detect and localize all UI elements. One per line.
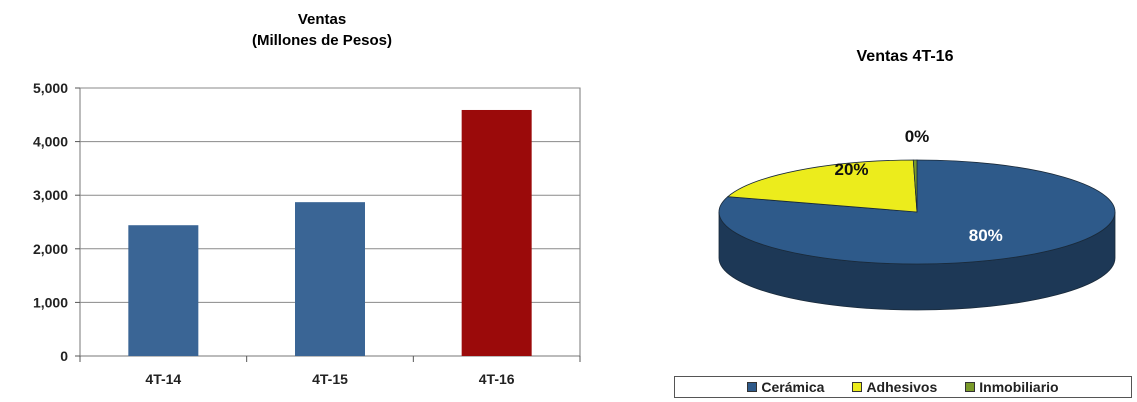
pie-chart-title: Ventas 4T-16	[857, 48, 954, 65]
pie-chart: Ventas 4T-16 80% 20% 0%	[718, 48, 1116, 311]
legend-item-adhesivos: Adhesivos	[852, 379, 937, 395]
bar-4t-15	[295, 202, 365, 356]
pie-slice-inmobiliario	[912, 159, 918, 213]
y-tick-label: 1,000	[33, 294, 68, 310]
legend-label-adhesivos: Adhesivos	[866, 379, 938, 395]
x-tick-label: 4T-15	[312, 371, 348, 387]
pie-slice-cerámica	[718, 159, 1116, 265]
pie-label-inmobiliario: 0%	[905, 127, 930, 146]
bar-4t-14	[128, 225, 199, 356]
pie-label-cerámica: 80%	[969, 226, 1003, 245]
legend-swatch-adhesivos	[852, 382, 863, 392]
x-tick-label: 4T-14	[145, 371, 181, 387]
y-tick-label: 5,000	[33, 80, 68, 96]
pie-label-adhesivos: 20%	[834, 160, 868, 179]
y-tick-label: 3,000	[33, 187, 68, 203]
legend-label-ceramica: Cerámica	[761, 379, 825, 395]
legend-item-ceramica: Cerámica	[747, 379, 824, 395]
legend-swatch-ceramica	[747, 382, 758, 392]
legend-item-inmobiliario: Inmobiliario	[965, 379, 1059, 395]
bar-chart-title: Ventas	[298, 11, 346, 28]
pie-legend: Cerámica Adhesivos Inmobiliario	[674, 376, 1132, 398]
bar-chart: Ventas (Millones de Pesos) 0 1,000 2,000 3,…	[33, 11, 581, 387]
legend-label-inmobiliario: Inmobiliario	[979, 379, 1059, 395]
bar-4t-16	[461, 109, 532, 356]
y-tick-label: 2,000	[33, 241, 68, 257]
pie-slice-adhesivos	[726, 159, 918, 213]
y-tick-label: 4,000	[33, 134, 68, 150]
x-tick-label: 4T-16	[479, 371, 515, 387]
y-tick-label: 0	[60, 348, 68, 364]
bar-chart-subtitle: (Millones de Pesos)	[252, 32, 392, 49]
legend-swatch-inmobiliario	[965, 382, 976, 392]
